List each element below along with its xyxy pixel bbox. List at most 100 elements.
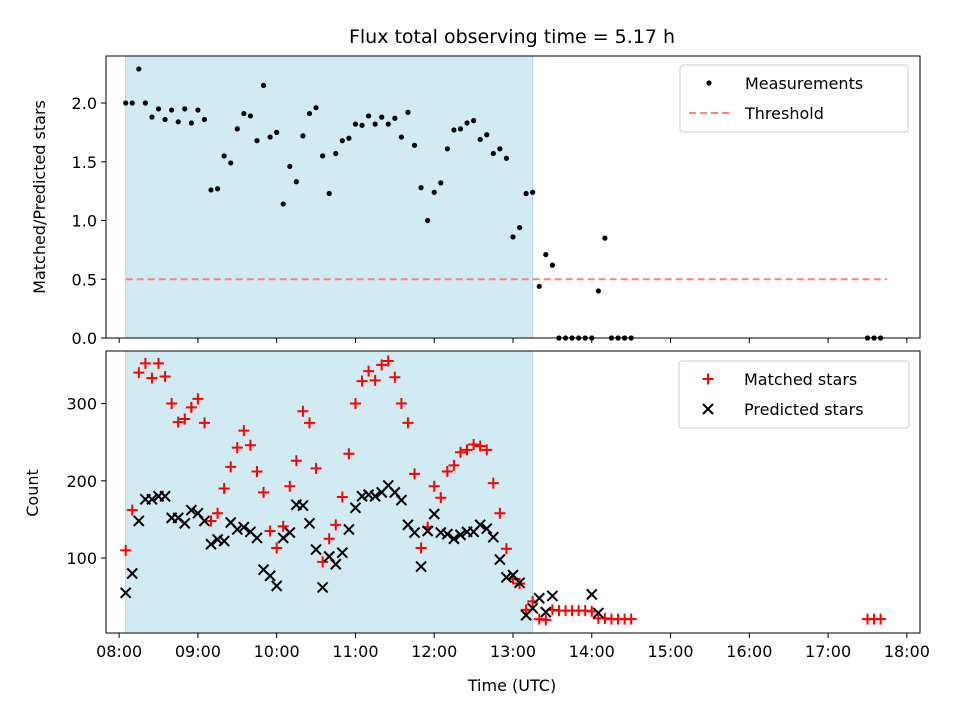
count-y-tick-label: 200 — [66, 472, 97, 491]
measurement-point — [379, 115, 384, 120]
measurement-point — [195, 107, 200, 112]
count-legend: Matched stars Predicted stars — [679, 361, 909, 428]
measurement-point — [208, 187, 213, 192]
x-tick-label: 16:00 — [726, 642, 772, 661]
measurement-point — [464, 120, 469, 125]
measurement-point — [445, 146, 450, 151]
legend-threshold-label: Threshold — [744, 104, 824, 123]
measurement-point — [484, 132, 489, 137]
measurement-point — [491, 151, 496, 156]
measurement-point — [517, 225, 522, 230]
predicted-star-point — [587, 589, 597, 599]
measurement-point — [340, 138, 345, 143]
measurement-point — [471, 118, 476, 123]
measurement-point — [169, 107, 174, 112]
ratio-y-axis-label: Matched/Predicted stars — [30, 100, 49, 294]
measurement-point — [510, 234, 515, 239]
legend-predicted-label: Predicted stars — [744, 400, 864, 419]
measurement-point — [543, 252, 548, 257]
legend-measurements-label: Measurements — [745, 74, 863, 93]
x-tick-label: 13:00 — [490, 642, 536, 661]
measurement-point — [156, 106, 161, 111]
measurement-point — [182, 106, 187, 111]
measurement-point — [189, 120, 194, 125]
measurement-point — [438, 180, 443, 185]
measurement-point — [346, 136, 351, 141]
measurement-point — [307, 111, 312, 116]
measurement-point — [458, 126, 463, 131]
legend-matched-label: Matched stars — [744, 370, 857, 389]
measurement-point — [602, 236, 607, 241]
chart-title: Flux total observing time = 5.17 h — [349, 26, 675, 48]
measurement-point — [524, 191, 529, 196]
x-axis-label: Time (UTC) — [467, 676, 556, 695]
figure: Flux total observing time = 5.17 h 0.00.… — [0, 0, 960, 720]
measurement-point — [136, 66, 141, 71]
measurement-point — [235, 126, 240, 131]
ratio-legend: Measurements Threshold — [680, 65, 908, 132]
measurement-point — [300, 133, 305, 138]
x-tick-label: 12:00 — [411, 642, 457, 661]
x-tick-label: 14:00 — [569, 642, 615, 661]
measurement-point — [399, 134, 404, 139]
x-tick-label: 10:00 — [254, 642, 300, 661]
measurement-point — [268, 134, 273, 139]
measurement-point — [353, 122, 358, 127]
measurement-point — [248, 113, 253, 118]
count-panel: 100200300 08:00 09:00 10:00 11:00 12:00 13:00… — [23, 351, 930, 695]
measurement-point — [287, 164, 292, 169]
measurement-point — [327, 191, 332, 196]
measurement-point — [149, 115, 154, 120]
ratio-y-tick-label: 0.5 — [72, 270, 97, 289]
count-y-tick-label: 300 — [66, 395, 97, 414]
measurement-point — [478, 137, 483, 142]
ratio-y-tick-label: 1.0 — [72, 212, 97, 231]
predicted-star-point — [534, 593, 544, 603]
measurement-point — [392, 116, 397, 121]
x-tick-label: 08:00 — [96, 642, 142, 661]
x-tick-label: 18:00 — [884, 642, 930, 661]
count-y-tick-label: 100 — [66, 549, 97, 568]
measurement-point — [550, 263, 555, 268]
measurement-point — [202, 117, 207, 122]
x-tick-label: 17:00 — [805, 642, 851, 661]
ratio-panel: 0.00.51.01.52.0 Matched/Predicted stars … — [30, 56, 920, 348]
x-tick-label: 15:00 — [647, 642, 693, 661]
measurement-point — [320, 153, 325, 158]
measurement-point — [130, 100, 135, 105]
matched-star-point — [875, 614, 886, 625]
measurement-point — [228, 160, 233, 165]
measurement-point — [215, 186, 220, 191]
measurement-point — [176, 119, 181, 124]
measurement-point — [143, 100, 148, 105]
measurement-point — [222, 153, 227, 158]
measurement-point — [504, 156, 509, 161]
x-tick-label: 11:00 — [332, 642, 378, 661]
measurement-point — [366, 113, 371, 118]
observing-span-bottom — [126, 351, 533, 633]
measurement-point — [537, 284, 542, 289]
measurement-point — [123, 100, 128, 105]
measurement-point — [425, 218, 430, 223]
measurement-point — [418, 185, 423, 190]
measurement-point — [333, 151, 338, 156]
measurement-point — [261, 83, 266, 88]
legend-measurements-marker — [706, 80, 711, 85]
measurement-point — [313, 105, 318, 110]
matched-star-point — [626, 614, 637, 625]
count-y-axis-label: Count — [23, 469, 42, 517]
measurement-point — [359, 123, 364, 128]
measurement-point — [530, 190, 535, 195]
measurement-point — [281, 201, 286, 206]
measurement-point — [412, 143, 417, 148]
measurement-point — [405, 110, 410, 115]
measurement-point — [241, 111, 246, 116]
measurement-point — [596, 288, 601, 293]
observing-span-top — [126, 56, 533, 338]
measurement-point — [162, 117, 167, 122]
measurement-point — [451, 127, 456, 132]
measurement-point — [294, 179, 299, 184]
predicted-star-point — [547, 591, 557, 601]
measurement-point — [497, 146, 502, 151]
measurement-point — [432, 190, 437, 195]
